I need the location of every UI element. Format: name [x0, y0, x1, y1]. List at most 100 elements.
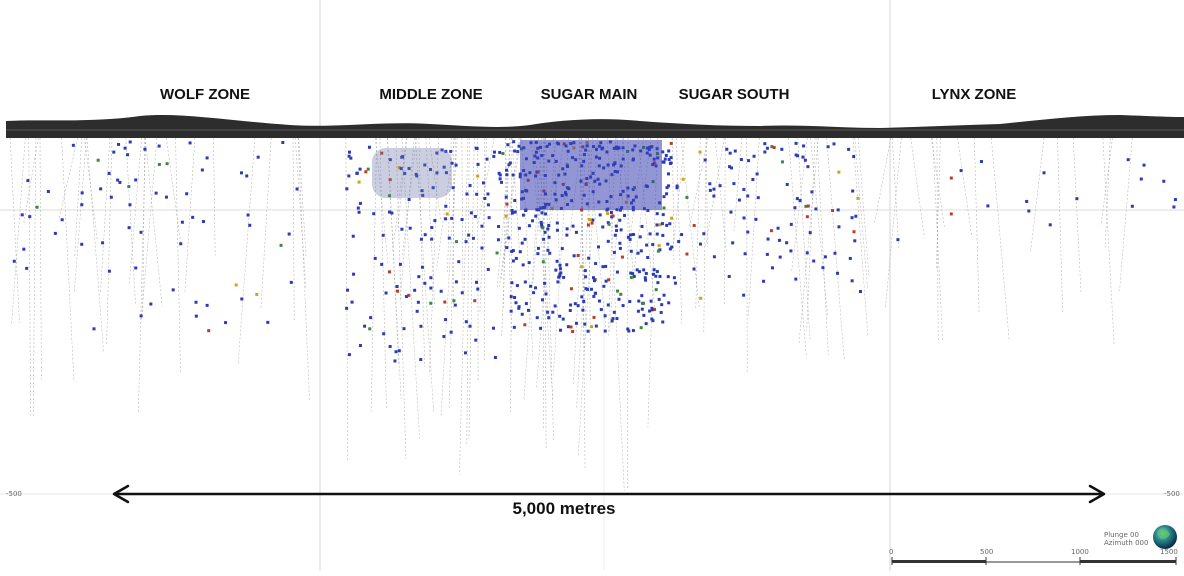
drill-intercept-marker: [457, 260, 460, 263]
drill-intercept-marker: [699, 297, 702, 300]
drill-intercept-marker: [670, 156, 673, 159]
drill-intercept-marker: [639, 235, 642, 238]
drill-intercept-marker: [543, 282, 546, 285]
drill-intercept-marker: [584, 269, 587, 272]
drill-intercept-marker: [651, 308, 654, 311]
drillhole-trace: [213, 138, 215, 255]
drill-intercept-marker: [618, 219, 621, 222]
drill-intercept-marker: [195, 315, 198, 318]
drill-intercept-marker: [477, 163, 480, 166]
drill-intercept-marker: [641, 308, 644, 311]
drill-intercept-marker: [398, 349, 401, 352]
drill-intercept-marker: [134, 266, 137, 269]
drill-intercept-marker: [554, 269, 557, 272]
drill-intercept-marker: [663, 195, 666, 198]
drillhole-trace: [176, 138, 181, 372]
drill-intercept-marker: [1143, 164, 1146, 167]
drill-intercept-marker: [492, 155, 495, 158]
drill-intercept-marker: [547, 224, 550, 227]
drill-intercept-marker: [509, 161, 512, 164]
elevation-label-left: -500: [6, 490, 22, 498]
drill-intercept-marker: [482, 181, 485, 184]
drill-intercept-marker: [556, 260, 559, 263]
drill-intercept-marker: [544, 212, 547, 215]
drill-intercept-marker: [746, 194, 749, 197]
scale-bar-segment: [1080, 560, 1176, 563]
drill-intercept-marker: [140, 231, 143, 234]
drill-intercept-marker: [646, 256, 649, 259]
drill-intercept-marker: [1043, 171, 1046, 174]
drill-intercept-marker: [666, 243, 669, 246]
drill-intercept-marker: [590, 325, 593, 328]
drill-intercept-marker: [429, 276, 432, 279]
drill-intercept-marker: [101, 241, 104, 244]
drill-intercept-marker: [793, 206, 796, 209]
drill-intercept-marker: [374, 257, 377, 260]
drillhole-trace: [1058, 138, 1063, 312]
drillhole-trace: [40, 138, 41, 379]
drill-intercept-marker: [464, 351, 467, 354]
drill-intercept-marker: [124, 147, 127, 150]
drill-intercept-marker: [388, 270, 391, 273]
drill-intercept-marker: [13, 260, 16, 263]
drill-intercept-marker: [99, 187, 102, 190]
drill-intercept-marker: [395, 350, 398, 353]
drill-intercept-marker: [810, 190, 813, 193]
orientation-azimuth: Azimuth 000: [1104, 539, 1148, 547]
drill-intercept-marker: [799, 199, 802, 202]
drill-intercept-marker: [512, 249, 515, 252]
drill-intercept-marker: [559, 329, 562, 332]
zone-label-sugar-south: SUGAR SOUTH: [679, 86, 790, 103]
drill-intercept-marker: [72, 144, 75, 147]
drill-intercept-marker: [833, 252, 836, 255]
drill-intercept-marker: [372, 212, 375, 215]
drill-intercept-marker: [567, 325, 570, 328]
drill-intercept-marker: [661, 234, 664, 237]
drill-intercept-marker: [403, 327, 406, 330]
drillhole-trace: [681, 138, 699, 308]
drill-intercept-marker: [367, 168, 370, 171]
drill-intercept-marker: [742, 188, 745, 191]
drill-intercept-marker: [110, 196, 113, 199]
drillhole-trace: [497, 138, 511, 288]
drill-intercept-marker: [795, 153, 798, 156]
drill-intercept-marker: [469, 184, 472, 187]
drill-intercept-marker: [608, 223, 611, 226]
drill-intercept-marker: [512, 259, 515, 262]
drill-intercept-marker: [189, 141, 192, 144]
drill-intercept-marker: [487, 203, 490, 206]
drill-intercept-marker: [856, 197, 859, 200]
drill-intercept-marker: [356, 172, 359, 175]
drill-intercept-marker: [594, 262, 597, 265]
drill-intercept-marker: [444, 318, 447, 321]
drill-intercept-marker: [719, 184, 722, 187]
drill-intercept-marker: [385, 291, 388, 294]
drill-intercept-marker: [408, 198, 411, 201]
drill-intercept-marker: [442, 335, 445, 338]
drill-intercept-marker: [396, 290, 399, 293]
drill-intercept-marker: [562, 318, 565, 321]
drill-intercept-marker: [206, 304, 209, 307]
drill-intercept-marker: [806, 215, 809, 218]
drill-intercept-marker: [566, 227, 569, 230]
scale-tick-label: 0: [889, 548, 893, 556]
drillhole-trace: [62, 138, 74, 380]
drill-intercept-marker: [738, 199, 741, 202]
drill-intercept-marker: [591, 222, 594, 225]
drill-intercept-marker: [446, 212, 449, 215]
drill-intercept-marker: [54, 232, 57, 235]
drillhole-trace: [706, 138, 707, 247]
drill-intercept-marker: [191, 216, 194, 219]
drill-intercept-marker: [744, 252, 747, 255]
drill-intercept-marker: [488, 216, 491, 219]
drillhole-trace: [107, 138, 112, 346]
drill-intercept-marker: [363, 325, 366, 328]
drill-intercept-marker: [546, 227, 549, 230]
drill-intercept-marker: [561, 247, 564, 250]
drill-intercept-marker: [824, 255, 827, 258]
drill-intercept-marker: [640, 225, 643, 228]
drill-intercept-marker: [617, 298, 620, 301]
drill-intercept-marker: [766, 253, 769, 256]
drill-intercept-marker: [670, 246, 673, 249]
